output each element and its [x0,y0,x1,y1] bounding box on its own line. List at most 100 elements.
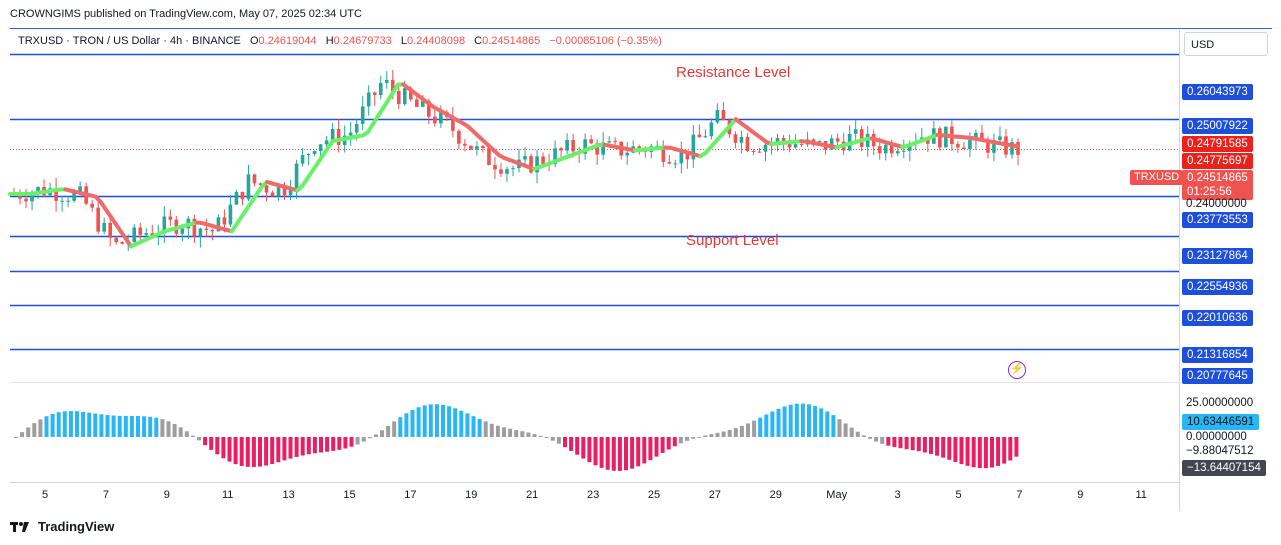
candle-body [637,146,642,150]
red-tag-1: 0.24791585 [1182,136,1253,152]
oscillator-bar [636,437,641,467]
oscillator-bar [434,404,439,437]
candle-body [36,186,40,194]
oscillator-bar [319,437,323,453]
oscillator-bar [453,408,458,437]
chart-legend: TRXUSD · TRON / US Dollar · 4h · BINANCE… [18,35,662,47]
oscillator-bar [727,429,732,437]
candle-body [270,192,275,197]
footer-brand[interactable]: TradingView [10,519,114,534]
oscillator-bar [739,425,744,437]
price-chart-pane[interactable] [10,28,1179,511]
candle-body [354,123,359,133]
candle-body [715,109,720,123]
oscillator-bar [886,437,891,446]
oscillator-bar [550,437,555,441]
candle-body [781,137,786,142]
time-tick: 9 [1077,489,1084,501]
oscillator-bar [947,437,952,460]
candle-body [396,91,401,105]
current-price: 0.24514865 [1187,172,1248,184]
oscillator-bar [581,437,586,459]
axis-price-label: 0.24000000 [1186,198,1247,210]
time-axis[interactable] [10,482,1179,511]
candle-body [222,217,227,225]
oscillator-bar [465,413,470,437]
candle-body [992,140,996,153]
time-tick: 11 [221,489,234,501]
oscillator-bar [331,437,336,451]
oscillator-bar [160,419,165,437]
oscillator-bar [20,432,25,437]
oscillator-bar [508,428,513,437]
oscillator-bar [306,437,311,455]
candle-body [986,140,990,153]
level-tag-6: 0.22010636 [1182,310,1253,326]
oscillator-bar [855,431,860,437]
close-label: C [474,35,483,47]
candle-body [553,148,557,165]
time-tick: 5 [41,489,49,501]
oscillator-bar [502,427,506,437]
candle-body [583,139,587,154]
time-tick: May [826,489,848,501]
candle-body [938,128,942,148]
lightning-icon[interactable]: ⚡ [1008,361,1026,379]
level-tag-7: 0.21316854 [1182,347,1253,363]
oscillator-bar [660,437,665,453]
oscillator-bar [697,436,702,438]
price-axis[interactable] [1179,28,1272,511]
candle-body [565,140,569,151]
oscillator-bar [26,427,31,437]
candle-body [210,229,215,232]
candle-body [529,156,533,173]
oscillator-bar [532,434,537,437]
candle-body [240,191,245,200]
osc-axis-zero: 0.00000000 [1186,431,1247,443]
osc-axis-neg: −9.88047512 [1186,445,1254,457]
candle-body [733,134,738,143]
oscillator-bar [941,437,946,458]
candle-body [463,143,467,146]
oscillator-bar [166,421,171,437]
oscillator-bar [703,435,708,437]
red-tag-2: 0.24775697 [1182,153,1253,169]
candle-body [889,144,894,154]
osc-axis-top: 25.00000000 [1186,397,1254,409]
candle-body [703,136,708,138]
oscillator-bar [178,427,183,437]
candle-body [709,122,714,137]
candle-body [228,204,233,225]
candle-body [144,233,149,235]
tradingview-logo-icon [10,521,29,532]
candle-body [204,228,209,230]
candle-body [66,200,70,202]
oscillator-bar [678,437,683,444]
oscillator-bar [849,427,854,437]
oscillator-bar [367,437,372,439]
candle-body [306,153,311,156]
candle-body [114,237,119,243]
oscillator-bar [983,437,988,469]
oscillator-bar [563,437,567,448]
candle-body [439,112,443,124]
oscillator-bar [300,437,305,456]
time-tick: 5 [955,489,962,501]
currency-selector[interactable]: USD [1184,32,1268,56]
candle-body [962,147,966,150]
oscillator-bar [184,431,189,437]
oscillator-bar [599,437,604,468]
pane-separator[interactable] [10,382,1179,383]
candle-body [559,148,563,151]
oscillator-bar [520,431,525,437]
candle-body [793,144,798,148]
candle-body [294,163,299,189]
oscillator-bar [892,437,897,448]
oscillator-bar [343,437,348,449]
candle-body [120,242,125,244]
candle-body [613,141,617,143]
oscillator-bar [398,417,403,437]
oscillator-bar [587,437,592,463]
candle-body [427,100,431,117]
oscillator-bar [996,437,1001,466]
